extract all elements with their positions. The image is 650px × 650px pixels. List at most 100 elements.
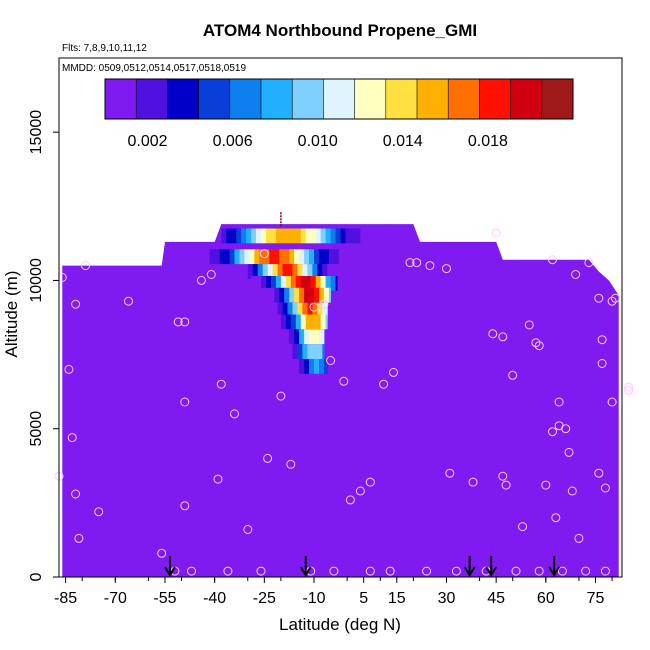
heatmap-cell [266,314,272,330]
observation-point [173,317,183,327]
heatmap-cell [295,228,302,244]
heatmap-cell [360,228,366,244]
observation-point [561,424,571,434]
heatmap-cell [287,302,293,318]
colorbar-segment [354,79,387,119]
heatmap-cell [280,276,287,291]
heatmap-cell [272,302,278,318]
heatmap-cell [279,287,285,303]
heatmap-cell [388,249,394,265]
heatmap-cell [323,287,330,303]
observation-point [57,273,67,282]
heatmap-cell [314,359,320,374]
heatmap-cell [284,249,290,265]
heatmap-cell [275,314,282,330]
down-arrow-icon [299,556,312,577]
observation-point [389,367,398,377]
colorbar-tick-label: 0.018 [468,133,508,150]
observation-point [422,566,432,576]
observation-point [339,376,349,386]
heatmap-cell [282,344,288,359]
heatmap-cell [274,329,280,345]
heatmap-cell [254,249,260,265]
heatmap-cell [234,249,240,265]
heatmap-cell [365,228,371,244]
observation-point [230,409,239,419]
observation-point [71,299,81,309]
heatmap-cell [348,249,355,265]
observation-point [600,566,610,576]
x-tick-label: 75 [587,590,605,607]
observation-point [319,299,329,309]
observation-point [67,433,77,443]
observation-point [534,566,544,576]
observation-point [518,522,528,532]
heatmap-cell [214,249,221,265]
heatmap-cell [272,344,278,359]
heatmap-cell [378,249,384,265]
heatmap-cell [262,264,269,279]
heatmap-cell [165,249,171,265]
observation-point [541,480,551,490]
colorbar-segment [136,79,168,119]
heatmap-cell [330,276,336,291]
observation-point [607,296,617,306]
observation-point [548,255,557,265]
observation-point [624,382,634,392]
heatmap-cell [304,287,310,303]
colorbar-segment [323,79,356,119]
heatmap-cell [304,359,310,374]
heatmap-cell [284,287,290,303]
heatmap-cell [305,314,312,330]
y-tick-label: 0 [28,572,45,581]
heatmap-cell [269,329,275,345]
heatmap-cell [269,249,275,265]
x-tick-label: -55 [153,590,176,607]
heatmap-cell [280,228,287,244]
heatmap-cell [304,329,310,345]
colorbar-segment [510,79,543,119]
heatmap-cell [249,249,255,265]
heatmap-cell [292,302,298,318]
heatmap-cell [305,228,312,244]
heatmap-cell [310,276,317,291]
observation-point [468,477,478,487]
observation-point [223,566,233,576]
observation-point [379,379,389,389]
observation-point [574,533,584,543]
observation-point [508,370,518,380]
heatmap-cell [307,264,313,279]
heatmap-cell [279,329,285,345]
heatmap-cell [393,249,399,265]
observation-point [534,341,544,351]
heatmap-cell [363,249,370,265]
x-tick-label: 30 [438,590,456,607]
observation-point [216,379,226,389]
heatmap-cell [314,287,320,303]
heatmap-cell [343,249,350,265]
heatmap-cell [312,344,318,359]
heatmap-cell [262,302,269,318]
observation-point [385,566,395,576]
heatmap-cell [299,287,305,303]
colorbar-segment [292,79,324,119]
heatmap-cell [320,314,326,330]
heatmap-cell [277,264,283,279]
heatmap-cell [280,314,287,330]
observation-point [180,501,190,511]
heatmap-cell [285,276,292,291]
heatmap-cell [251,228,257,244]
heatmap-cell [295,276,302,291]
heatmap-cell [294,359,300,374]
heatmap-cell [309,287,315,303]
heatmap-cell [294,329,300,345]
observation-point [365,566,375,576]
heatmap-cell [368,249,375,265]
heatmap-cell [327,264,333,279]
heatmap-cell [335,228,341,244]
heatmap-cell [285,314,292,330]
heatmap-cell [307,344,313,359]
heatmap-cell [274,249,280,265]
heatmap-cell [413,249,418,265]
heatmap-cell [279,249,285,265]
